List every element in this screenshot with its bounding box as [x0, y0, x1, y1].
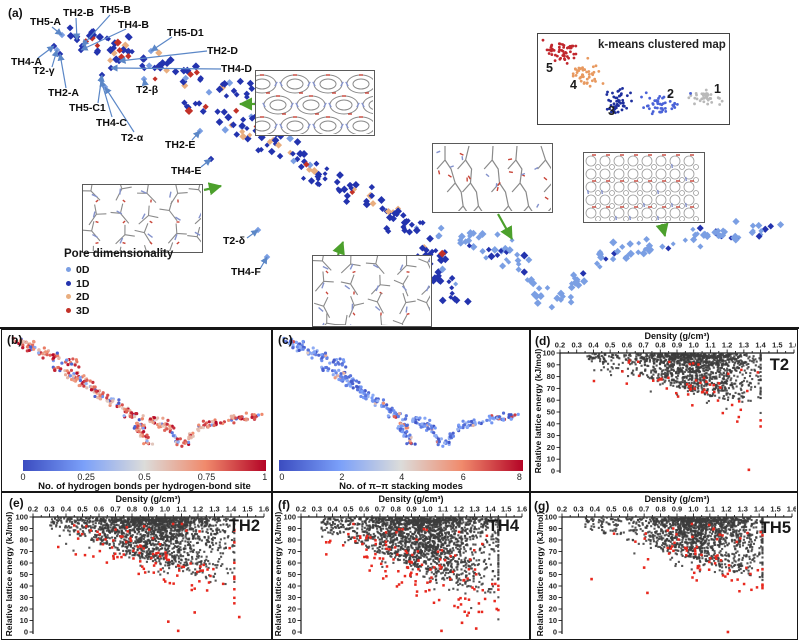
legend-swatch-1d [66, 280, 71, 286]
legend-label-3d: 3D [76, 304, 90, 317]
panel-e-xaxis-title: Density (g/cm³) [115, 494, 181, 504]
legend-label-0d: 0D [76, 264, 90, 276]
colorbar-tick-c-6: 6 [460, 472, 466, 482]
kmeans-cluster-number-4: 4 [570, 78, 577, 92]
panel-e-plot-canvas [2, 493, 270, 638]
panel-f-system-name: TH4 [487, 517, 519, 535]
legend-swatch-2d [66, 294, 71, 299]
kmeans-cluster-number-1: 1 [714, 82, 721, 96]
annotation-label-th4-b: TH4-B [118, 19, 149, 31]
panel-e-energy-density-TH2: (e) Density (g/cm³) Relative lattice ene… [1, 492, 272, 640]
panel-f-plot-canvas [273, 493, 528, 638]
panel-d-yaxis-title: Relative lattice energy (kJ/mol) [533, 348, 543, 474]
annotation-label-th5-d1: TH5-D1 [167, 27, 204, 39]
panel-d-plot-canvas [531, 330, 796, 490]
structure-inset-herringbone-bottom [312, 255, 432, 327]
panel-d-xaxis-title: Density (g/cm³) [644, 331, 710, 341]
structure-inset-honeycomb [255, 70, 375, 136]
panel-d-energy-density-T2: (d) Density (g/cm³) Relative lattice ene… [530, 329, 798, 492]
annotation-label-th2-a: TH2-A [48, 87, 79, 99]
panel-e-label: (e) [9, 496, 24, 510]
annotation-label-t2-δ: T2-δ [223, 235, 246, 247]
kmeans-cluster-number-5: 5 [546, 61, 553, 75]
colorbar-tick-b-0.25: 0.25 [77, 472, 95, 482]
panel-c-pi-stacking-map: (c) 0 2 4 6 8 No. of π–π stacking modes [272, 329, 530, 492]
panel-b-label: (b) [7, 333, 23, 347]
panel-c-colorbar-label: No. of π–π stacking modes [339, 481, 463, 492]
legend-label-2d: 2D [76, 291, 90, 303]
annotation-label-th4-a: TH4-A [11, 56, 42, 68]
annotation-label-th4-e: TH4-E [171, 165, 202, 177]
kmeans-scatter-canvas [538, 34, 728, 123]
annotation-label-th2-d: TH2-D [207, 45, 238, 57]
panel-e-yaxis-title: Relative lattice energy (kJ/mol) [4, 511, 14, 637]
panel-g-energy-density-TH5: (g) Density (g/cm³) Relative lattice ene… [530, 492, 798, 640]
colorbar-tick-b-0.5: 0.5 [138, 472, 151, 482]
annotation-label-th5-c1: TH5-C1 [69, 102, 106, 114]
structure-inset-network [432, 143, 553, 213]
panel-g-system-name: TH5 [759, 519, 791, 537]
annotation-label-t2-γ: T2-γ [33, 65, 55, 77]
panel-f-label: (f) [278, 498, 290, 512]
panel-d-system-name: T2 [769, 356, 789, 374]
annotation-label-t2-α: T2-α [121, 132, 144, 144]
annotation-label-th4-c: TH4-C [96, 117, 127, 129]
kmeans-cluster-number-2: 2 [667, 87, 674, 101]
panel-f-xaxis-title: Density (g/cm³) [378, 494, 444, 504]
panel-e-system-name: TH2 [228, 517, 260, 535]
annotation-label-th5-b: TH5-B [100, 4, 131, 16]
panel-a-bottom-border [0, 327, 799, 329]
annotation-label-th2-b: TH2-B [63, 7, 94, 19]
legend-swatch-3d [66, 307, 71, 313]
kmeans-cluster-number-3: 3 [608, 104, 615, 118]
annotation-label-t2-β: T2-β [136, 84, 159, 96]
kmeans-title: k-means clustered map [598, 39, 726, 51]
legend-label-1d: 1D [76, 277, 90, 290]
legend-swatch-0d [66, 267, 71, 272]
colorbar-tick-b-0: 0 [20, 472, 26, 482]
panel-b-hydrogen-bond-map: (b) 0 0.25 0.5 0.75 1 No. of hydrogen bonds … [1, 329, 272, 492]
panel-c-label: (c) [278, 333, 293, 347]
colorbar-tick-c-2: 2 [339, 472, 345, 482]
colorbar-tick-c-0: 0 [279, 472, 285, 482]
annotation-label-th4-d: TH4-D [221, 63, 252, 75]
panel-d-label: (d) [535, 334, 551, 348]
panel-g-plot-canvas [531, 493, 796, 638]
panel-g-xaxis-title: Density (g/cm³) [644, 494, 710, 504]
colorbar-tick-c-8: 8 [516, 472, 522, 482]
panel-b-colorbar [23, 460, 266, 471]
annotation-label-th5-a: TH5-A [30, 16, 61, 28]
colorbar-tick-b-0.75: 0.75 [197, 472, 216, 482]
structure-inset-framework [583, 152, 705, 223]
legend-title: Pore dimensionality [64, 248, 174, 260]
kmeans-clustered-map-inset: k-means clustered map 1 2 3 4 5 [537, 33, 730, 125]
annotation-label-th2-e: TH2-E [165, 139, 196, 151]
panel-f-energy-density-TH4: (f) Density (g/cm³) Relative lattice ene… [272, 492, 530, 640]
panel-c-colorbar [279, 460, 523, 471]
panel-a-label: (a) [8, 6, 23, 20]
panel-a: (a) TH5-A TH2-B TH5-B TH4-B TH5-D1 TH2-D TH4-D… [0, 0, 799, 330]
structure-inset-herringbone-left [82, 184, 203, 253]
colorbar-tick-c-4: 4 [399, 472, 405, 482]
panel-g-yaxis-title: Relative lattice energy (kJ/mol) [535, 511, 545, 637]
panel-f-yaxis-title: Relative lattice energy (kJ/mol) [273, 511, 283, 637]
panel-b-colorbar-label: No. of hydrogen bonds per hydrogen-bond … [38, 481, 251, 492]
panel-g-label: (g) [534, 499, 550, 513]
colorbar-tick-b-1: 1 [262, 472, 268, 482]
annotation-label-th4-f: TH4-F [231, 266, 261, 278]
